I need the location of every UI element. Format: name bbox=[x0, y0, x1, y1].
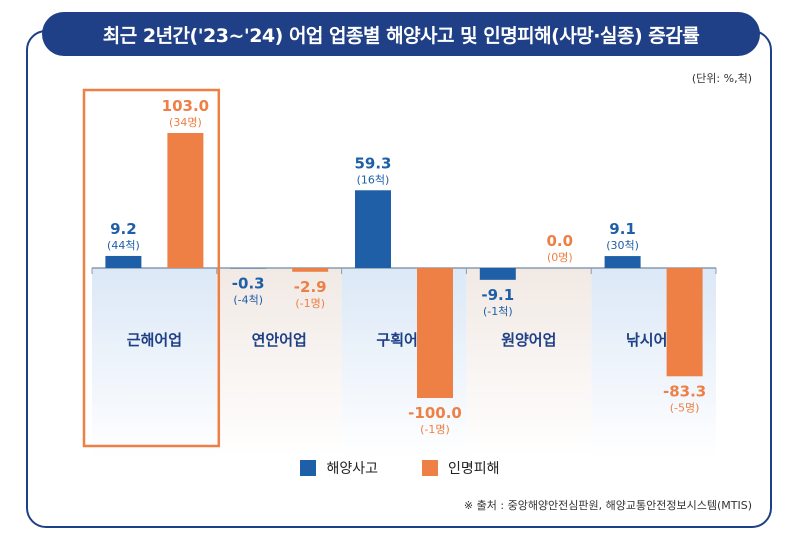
count-label-accident: (-1척) bbox=[483, 305, 513, 318]
legend-item-casualty: 인명피해 bbox=[422, 458, 500, 478]
category-panel bbox=[216, 268, 342, 458]
data-label-casualty: 103.0 bbox=[162, 97, 209, 115]
legend-label-casualty: 인명피해 bbox=[448, 461, 500, 477]
data-label-accident: 59.3 bbox=[354, 154, 391, 172]
bar-casualty bbox=[417, 268, 453, 398]
data-label-casualty: -100.0 bbox=[408, 404, 462, 422]
bar-accident bbox=[479, 268, 516, 280]
count-label-casualty: (34명) bbox=[169, 116, 202, 129]
legend-swatch-accident bbox=[300, 460, 317, 476]
data-label-casualty: -83.3 bbox=[663, 382, 706, 400]
count-label-accident: (44척) bbox=[107, 239, 140, 252]
count-label-casualty: (-5명) bbox=[670, 401, 700, 414]
unit-note: (단위: %,척) bbox=[691, 72, 752, 85]
category-panel bbox=[92, 268, 217, 458]
data-label-accident: 9.2 bbox=[110, 220, 137, 238]
count-label-casualty: (-1명) bbox=[295, 297, 325, 310]
highlight-box bbox=[82, 88, 221, 448]
bar-accident bbox=[105, 255, 142, 268]
bar-casualty bbox=[167, 133, 204, 268]
category-label: 원양어업 bbox=[501, 331, 556, 349]
bar-accident bbox=[355, 190, 391, 268]
legend-label-accident: 해양사고 bbox=[326, 461, 378, 477]
data-label-casualty: 0.0 bbox=[547, 232, 574, 250]
chart-title: 최근 2년간('23~'24) 어업 업종별 해양사고 및 인명피해(사망·실종… bbox=[42, 12, 760, 56]
data-label-casualty: -2.9 bbox=[294, 278, 327, 296]
count-label-casualty: (0명) bbox=[547, 251, 573, 264]
data-label-accident: -0.3 bbox=[232, 274, 265, 292]
count-label-accident: (16척) bbox=[357, 173, 390, 186]
count-label-casualty: (-1명) bbox=[420, 423, 450, 436]
legend-swatch-casualty bbox=[422, 460, 438, 476]
data-label-accident: 9.1 bbox=[609, 220, 636, 238]
category-label: 연안어업 bbox=[252, 331, 307, 349]
category-label: 근해어업 bbox=[127, 331, 182, 349]
bar-accident bbox=[604, 256, 641, 268]
count-label-accident: (-4척) bbox=[233, 293, 263, 306]
source-note: ※ 출처 : 중앙해양안전심판원, 해양교통안전정보시스템(MTIS) bbox=[463, 499, 752, 512]
count-label-accident: (30척) bbox=[606, 239, 639, 252]
category-panel bbox=[466, 268, 592, 458]
bar-casualty bbox=[292, 268, 329, 272]
data-label-accident: -9.1 bbox=[481, 286, 514, 304]
legend-item-accident: 해양사고 bbox=[300, 458, 378, 478]
bar-casualty bbox=[666, 268, 703, 377]
legend: 해양사고 인명피해 bbox=[0, 458, 800, 478]
